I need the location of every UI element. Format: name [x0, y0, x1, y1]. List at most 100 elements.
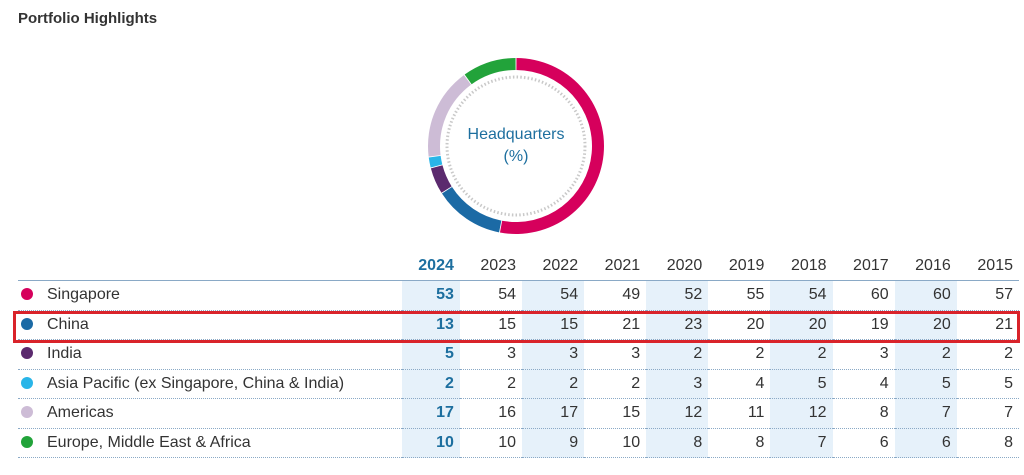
value-cell-2022: 9 — [521, 427, 585, 458]
value-cell-2024: 53 — [401, 280, 460, 310]
value-cell-2020: 3 — [646, 368, 709, 399]
donut-slice-india — [430, 165, 452, 193]
value-cell-2015: 7 — [956, 398, 1019, 428]
value-cell-2021: 15 — [584, 398, 647, 428]
year-header-2024: 2024 — [401, 251, 460, 281]
legend-dot — [21, 406, 33, 419]
value-cell-2021: 3 — [584, 339, 647, 369]
value-cell-2017: 19 — [832, 309, 895, 340]
value-cell-2024: 17 — [401, 398, 460, 428]
year-header-2023: 2023 — [459, 251, 522, 281]
value-cell-2016: 7 — [894, 398, 957, 428]
value-cell-2019: 20 — [708, 309, 771, 340]
value-cell-2024: 10 — [401, 427, 460, 458]
value-cell-2018: 2 — [770, 339, 833, 369]
row-label-cell: China — [18, 309, 402, 340]
value-cell-2017: 60 — [832, 280, 895, 310]
headquarters-donut-chart: Headquarters (%) — [416, 50, 616, 240]
row-label: China — [47, 315, 89, 333]
value-cell-2018: 12 — [770, 398, 833, 428]
row-label: Americas — [47, 404, 114, 422]
value-cell-2019: 2 — [708, 339, 771, 369]
value-cell-2023: 2 — [459, 368, 522, 399]
year-header-2019: 2019 — [708, 251, 771, 281]
value-cell-2021: 2 — [584, 368, 647, 399]
value-cell-2023: 15 — [459, 309, 522, 340]
table-header-label — [18, 251, 402, 281]
value-cell-2017: 3 — [832, 339, 895, 369]
value-cell-2016: 6 — [894, 427, 957, 458]
legend-dot — [21, 376, 33, 389]
value-cell-2019: 8 — [708, 427, 771, 458]
value-cell-2022: 15 — [521, 309, 585, 340]
value-cell-2019: 11 — [708, 398, 771, 428]
legend-dot — [21, 317, 33, 330]
donut-slice-europe-middle-east-africa — [464, 58, 516, 85]
legend-dot — [21, 347, 33, 360]
value-cell-2017: 4 — [832, 368, 895, 399]
value-cell-2023: 16 — [459, 398, 522, 428]
row-label-cell: Europe, Middle East & Africa — [18, 427, 402, 458]
row-label-cell: Asia Pacific (ex Singapore, China & Indi… — [18, 368, 402, 399]
value-cell-2015: 21 — [956, 309, 1019, 340]
table-row: China 13 15 15 21 23 20 20 19 20 21 — [18, 309, 1019, 340]
value-cell-2024: 2 — [401, 368, 460, 399]
donut-slice-americas — [428, 75, 472, 157]
value-cell-2015: 8 — [956, 427, 1019, 458]
value-cell-2022: 17 — [521, 398, 585, 428]
value-cell-2021: 10 — [584, 427, 647, 458]
donut-slice-china — [441, 187, 502, 233]
row-label-cell: Singapore — [18, 280, 402, 310]
value-cell-2023: 10 — [459, 427, 522, 458]
year-header-2016: 2016 — [894, 251, 957, 281]
value-cell-2021: 21 — [584, 309, 647, 340]
row-label: Singapore — [47, 286, 120, 304]
value-cell-2017: 6 — [832, 427, 895, 458]
year-header-2021: 2021 — [584, 251, 647, 281]
donut-inner-dotted-ring — [445, 75, 587, 217]
table-row: India 5 3 3 3 2 2 2 3 2 2 — [18, 339, 1019, 369]
row-label: Asia Pacific (ex Singapore, China & Indi… — [47, 374, 345, 392]
value-cell-2019: 55 — [708, 280, 771, 310]
value-cell-2023: 3 — [459, 339, 522, 369]
row-label-cell: India — [18, 339, 402, 369]
value-cell-2020: 12 — [646, 398, 709, 428]
donut-slice-asia-pacific-ex-singapore-china-india — [428, 155, 443, 168]
headquarters-table: 2024 2023 2022 2021 2020 2019 2018 2017 2016 2015… — [18, 251, 1019, 458]
donut-svg: Headquarters (%) — [428, 58, 605, 235]
row-label: India — [47, 345, 82, 363]
year-header-2022: 2022 — [521, 251, 585, 281]
donut-slice-singapore — [499, 58, 605, 235]
row-label: Europe, Middle East & Africa — [47, 433, 251, 451]
value-cell-2016: 20 — [894, 309, 957, 340]
table-row: Americas 17 16 17 15 12 11 12 8 7 7 — [18, 398, 1019, 428]
value-cell-2019: 4 — [708, 368, 771, 399]
value-cell-2024: 13 — [401, 309, 460, 340]
value-cell-2015: 57 — [956, 280, 1019, 310]
value-cell-2020: 2 — [646, 339, 709, 369]
value-cell-2018: 5 — [770, 368, 833, 399]
legend-dot — [21, 288, 33, 301]
value-cell-2023: 54 — [459, 280, 522, 310]
value-cell-2022: 2 — [521, 368, 585, 399]
value-cell-2018: 54 — [770, 280, 833, 310]
value-cell-2016: 2 — [894, 339, 957, 369]
year-header-2015: 2015 — [956, 251, 1019, 281]
value-cell-2015: 2 — [956, 339, 1019, 369]
value-cell-2022: 3 — [521, 339, 585, 369]
value-cell-2020: 8 — [646, 427, 709, 458]
value-cell-2018: 7 — [770, 427, 833, 458]
table-row: Singapore 53 54 54 49 52 55 54 60 60 57 — [18, 280, 1019, 310]
donut-center-title: Headquarters — [468, 126, 565, 143]
value-cell-2020: 23 — [646, 309, 709, 340]
donut-center-unit: (%) — [504, 148, 529, 165]
table-header-row: 2024 2023 2022 2021 2020 2019 2018 2017 2016 2015 — [18, 251, 1019, 281]
value-cell-2024: 5 — [401, 339, 460, 369]
legend-dot — [21, 435, 33, 448]
value-cell-2022: 54 — [521, 280, 585, 310]
year-header-2017: 2017 — [832, 251, 895, 281]
value-cell-2020: 52 — [646, 280, 709, 310]
row-label-cell: Americas — [18, 398, 402, 428]
page-title: Portfolio Highlights — [18, 10, 158, 27]
value-cell-2017: 8 — [832, 398, 895, 428]
